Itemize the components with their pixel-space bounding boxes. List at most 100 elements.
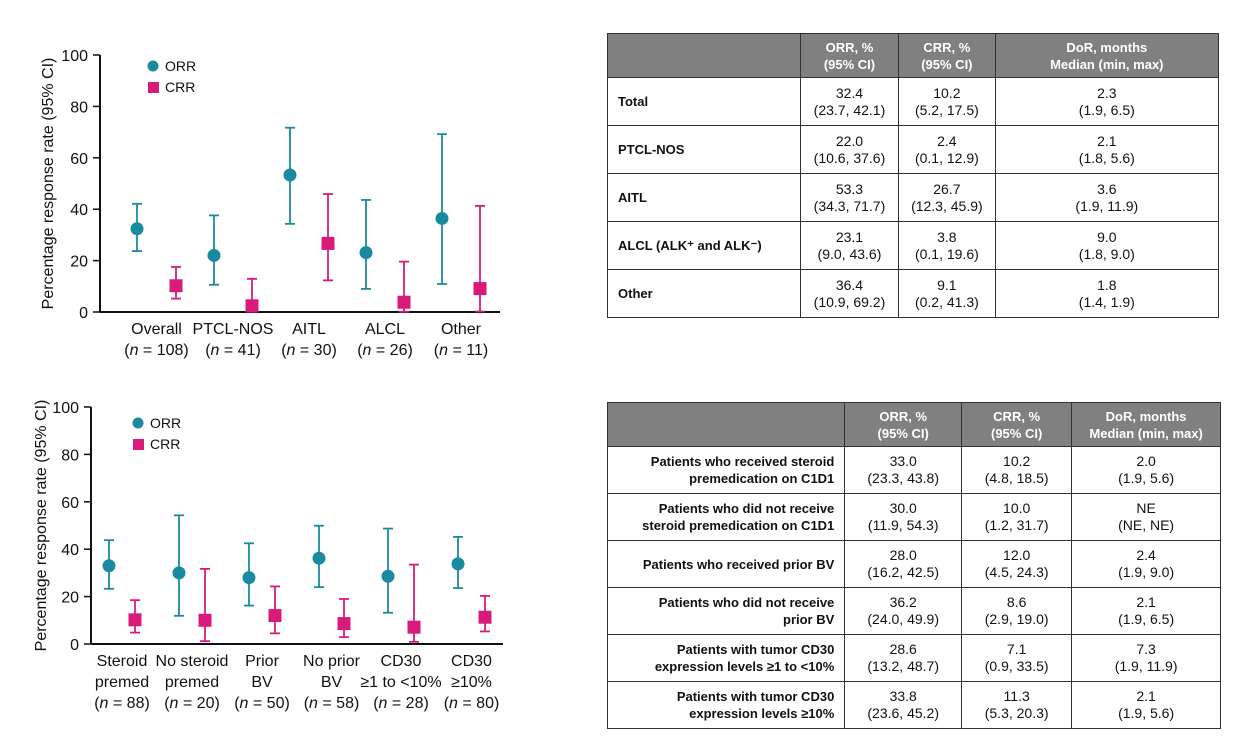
y-tick-label: 100 [61,48,88,65]
table-cell: 2.4 (1.9, 9.0) [1071,540,1221,588]
table-cell: 7.1 (0.9, 33.5) [961,634,1073,682]
x-tick-label: (n = 11) [434,342,488,359]
y-tick-label: 40 [70,202,88,219]
cell-range: (4.8, 18.5) [984,470,1049,486]
x-tick-label: premed [95,674,149,691]
header-line: Median (min, max) [1089,425,1203,441]
cell-value: 36.4 [835,276,864,293]
row-label-line: expression levels ≥10% [689,706,835,721]
orr-point [242,571,256,585]
cell-range: (13.2, 48.7) [867,658,939,674]
row-label: Patients who did not receive steroid prem… [606,493,846,541]
header-line: ORR, % [879,408,928,424]
table-row: Patients who received steroid premedicati… [606,446,1221,494]
y-tick-label: 0 [79,305,88,322]
column-header: DoR, months Median (min, max) [1071,402,1221,447]
table-row: AITL 53.3 (34.3, 71.7) 26.7 (12.3, 45.9) 3.6(… [607,173,1220,222]
x-tick-label: (n = 20) [164,695,220,712]
cell-value: 2.1 [1136,594,1156,610]
x-tick-label: PTCL-NOS [193,321,274,338]
table-subgroups: ORR, % (95% CI) CRR, % (95% CI) DoR, months M… [607,33,1220,318]
row-label-line: Total [618,94,649,109]
cell-range: (16.2, 42.5) [867,564,939,580]
row-label: AITL [607,173,801,222]
cell-range: (12.3, 45.9) [911,197,983,214]
table-row: Patients who did not receive prior BV 36.2… [606,587,1221,635]
x-tick-label: Steroid [97,653,148,670]
cell-value: 7.1 [1006,641,1027,657]
y-tick-label: 80 [61,447,79,464]
cell-range: (23.7, 42.1) [813,101,886,118]
cell-value: 2.3 [1097,84,1117,101]
x-tick-label: (n = 28) [373,695,429,712]
x-tick-label: CD30 [381,653,422,670]
cell-range: (1.9, 11.9) [1075,197,1139,214]
y-tick-label: 0 [70,637,79,654]
row-label: ALCL (ALK⁺ and ALK⁻) [607,221,801,270]
orr-point [130,222,144,236]
row-label-line: Patients who received steroid [650,454,835,469]
x-tick-label: No steroid [156,653,229,670]
table-cell: 12.0 (4.5, 24.3) [961,540,1073,588]
header-line: CRR, % [923,39,971,55]
x-tick-label: AITL [292,321,326,338]
x-tick-label: ≥1 to <10% [360,674,441,691]
row-label: Patients with tumor CD30 expression level… [606,681,846,729]
cell-value: 7.3 [1136,641,1156,657]
cell-range: (23.6, 45.2) [867,705,939,721]
crr-point [321,236,335,250]
cell-value: 26.7 [933,180,961,197]
table-premed-bv-cd30: ORR, % (95% CI) CRR, % (95% CI) DoR, months M… [606,402,1221,729]
table-cell: 36.2 (24.0, 49.9) [844,587,963,635]
table-cell: 33.0 (23.3, 43.8) [844,446,963,494]
cell-value: 2.4 [937,132,957,149]
y-tick-label: 80 [70,99,88,116]
row-label: Other [607,269,801,318]
cell-range: (1.9, 6.5) [1118,611,1175,627]
table-cell: 2.1 (1.8, 5.6) [994,125,1220,174]
x-tick-label: (n = 88) [94,695,150,712]
y-tick-label: 40 [61,542,79,559]
column-header [606,402,846,447]
cell-range: (11.9, 54.3) [867,517,939,533]
cell-value: 32.4 [835,84,864,101]
legend-crr-marker [148,82,159,93]
table-cell: 30.0 (11.9, 54.3) [844,493,963,541]
cell-range: (10.6, 37.6) [813,149,886,166]
table-cell: 7.3 (1.9, 11.9) [1071,634,1221,682]
crr-point [169,279,183,293]
crr-point [128,613,142,627]
row-label-line: Patients who did not receive [658,501,835,516]
table-row: Total 32.4 (23.7, 42.1) 10.2 (5.2, 17.5) 2.3(… [607,77,1220,126]
cell-range: (5.2, 17.5) [914,101,979,118]
y-tick-label: 20 [61,590,79,607]
cell-range: (0.2, 41.3) [914,293,979,310]
legend-crr-marker [133,439,144,450]
orr-point [283,168,297,182]
x-tick-label: (n = 50) [234,695,290,712]
crr-point [198,613,212,627]
row-label: Patients with tumor CD30 expression level… [606,634,846,682]
cell-value: 1.8 [1097,276,1117,293]
column-header: ORR, % (95% CI) [799,33,900,78]
row-label: PTCL-NOS [607,125,801,174]
x-tick-label: ≥10% [451,674,492,691]
cell-range: (23.3, 43.8) [867,470,939,486]
crr-point [397,295,411,309]
crr-point [245,299,259,313]
cell-value: 3.6 [1097,180,1117,197]
crr-point [337,617,351,631]
cell-range: (0.9, 33.5) [984,658,1049,674]
cell-range: (1.9, 5.6) [1118,470,1175,486]
orr-point [102,559,116,573]
row-label-line: PTCL-NOS [618,142,685,157]
legend-orr-marker [132,417,144,429]
table-cell: 2.3 (1.9, 6.5) [994,77,1220,126]
x-tick-label: (n = 26) [357,342,413,359]
cell-value: 2.1 [1136,688,1156,704]
table-cell: 2.1 (1.9, 6.5) [1071,587,1221,635]
header-line: DoR, months [1066,39,1148,55]
legend-crr-label: CRR [165,79,195,95]
legend-orr-label: ORR [150,415,181,431]
